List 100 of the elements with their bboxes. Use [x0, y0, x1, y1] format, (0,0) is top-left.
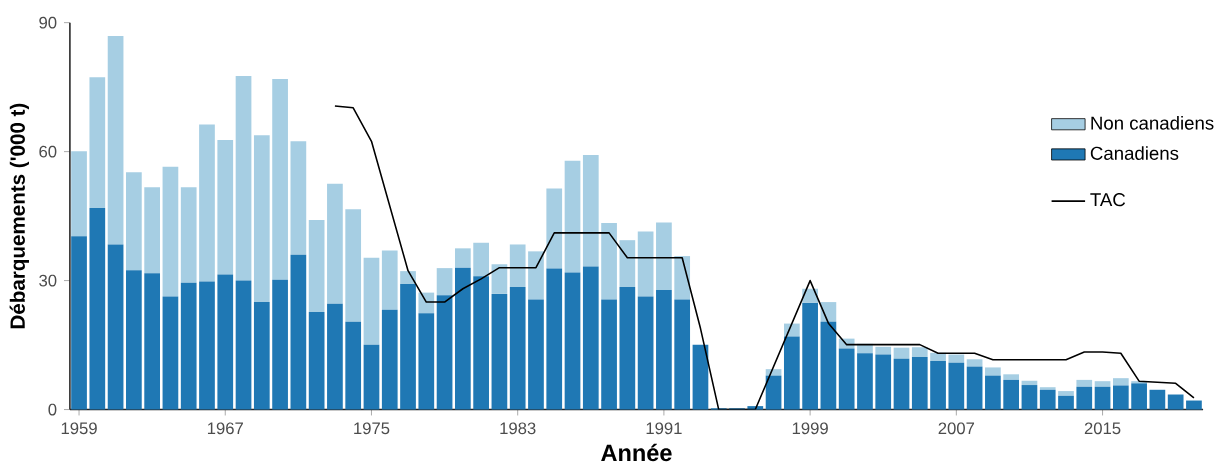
bar [381, 250, 398, 311]
bar [199, 281, 215, 410]
bar [272, 79, 288, 280]
bar [1076, 380, 1093, 388]
bar [126, 172, 142, 271]
bar [1003, 374, 1020, 381]
legend-label: Canadiens [1090, 146, 1179, 161]
bar [893, 347, 910, 360]
bar [601, 223, 617, 300]
bar [217, 140, 234, 275]
y-axis-title: Débarquements ('000 t) [9, 103, 29, 329]
bar [1039, 387, 1056, 391]
bar [747, 406, 764, 410]
bar [89, 208, 106, 410]
bar [162, 296, 179, 410]
bar [363, 344, 380, 410]
bar [71, 151, 87, 237]
bar [1058, 391, 1074, 397]
bar [802, 303, 818, 410]
bar [217, 274, 234, 410]
bar [253, 135, 270, 303]
bar [1058, 396, 1074, 410]
bar [674, 256, 691, 300]
bar [656, 222, 672, 291]
bar [455, 267, 471, 410]
bar [473, 276, 489, 410]
x-tick-label: 1967 [207, 422, 243, 435]
bar [345, 209, 362, 323]
x-tick-label: 2007 [938, 422, 975, 435]
bar [930, 353, 946, 362]
bar [89, 77, 106, 209]
bar [637, 296, 654, 410]
legend-label: TAC [1090, 193, 1126, 207]
bar [509, 244, 526, 288]
bar [893, 359, 910, 410]
bar [1131, 383, 1147, 410]
x-tick-label: 1959 [61, 422, 97, 435]
bar [564, 160, 581, 273]
bar [546, 188, 563, 269]
x-tick-label: 1983 [500, 422, 536, 435]
bar [966, 366, 983, 410]
bar [381, 310, 398, 410]
x-tick-label: 1975 [354, 422, 390, 435]
bar [1094, 387, 1111, 410]
bar [1112, 378, 1129, 386]
bar [363, 258, 380, 345]
bar [692, 344, 709, 410]
bar [528, 251, 544, 300]
bar [674, 299, 691, 410]
bar [911, 357, 928, 410]
bar [1167, 394, 1184, 410]
bar [400, 284, 416, 410]
x-tick-label: 2015 [1084, 422, 1121, 435]
bar [418, 313, 435, 410]
y-tick-label: 0 [48, 403, 57, 416]
bar [930, 361, 946, 410]
bar [144, 187, 161, 274]
bar [1039, 390, 1056, 410]
bar [126, 270, 142, 410]
bar [180, 282, 197, 410]
bar [1003, 380, 1020, 410]
bar [911, 347, 928, 358]
x-tick-label: 1999 [792, 422, 828, 435]
bar [528, 299, 544, 410]
bar [290, 141, 307, 256]
bar [327, 304, 343, 410]
bar [1021, 385, 1038, 410]
bar [235, 76, 252, 281]
bar [546, 268, 563, 410]
y-tick-label: 60 [39, 145, 57, 158]
bar [235, 280, 252, 410]
bar [308, 312, 325, 410]
bar [1094, 381, 1111, 388]
bar [107, 244, 124, 410]
bar [144, 273, 161, 410]
bar [345, 322, 362, 410]
bar [455, 248, 471, 268]
bar [1186, 400, 1202, 410]
bar [180, 187, 197, 283]
bar [601, 299, 617, 410]
bar [327, 184, 343, 305]
bar [199, 124, 215, 282]
bar [1149, 390, 1166, 410]
bar [253, 302, 270, 410]
bar [966, 359, 983, 367]
bar [308, 220, 325, 313]
bar [985, 367, 1001, 376]
bar [656, 290, 672, 410]
bar [509, 287, 526, 410]
bar [875, 347, 892, 355]
bar [619, 240, 636, 288]
bar [985, 375, 1001, 410]
bar [765, 375, 782, 410]
bar [582, 155, 599, 267]
bar [838, 348, 855, 410]
bar [564, 272, 581, 410]
bar [290, 255, 307, 410]
bar [107, 36, 124, 245]
legend-label: Non canadiens [1091, 116, 1214, 130]
bar [637, 231, 654, 297]
